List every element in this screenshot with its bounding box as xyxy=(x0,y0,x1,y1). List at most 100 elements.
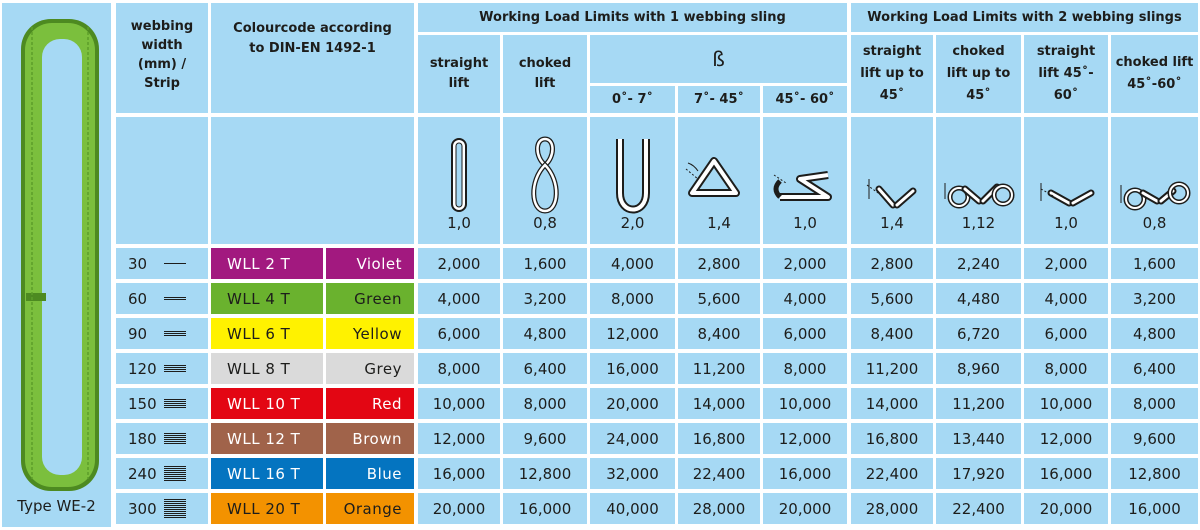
wll-value-cell: 8,000 xyxy=(763,353,847,384)
colour-name-cell: Yellow xyxy=(326,318,414,349)
wll-value-cell: 5,600 xyxy=(851,283,933,314)
wll-value-cell: 6,400 xyxy=(503,353,587,384)
wll-value-cell: 12,000 xyxy=(1024,423,1108,454)
webbing-width-cell: 60 xyxy=(116,283,208,314)
wll-value-cell: 16,000 xyxy=(503,493,587,524)
wll-colour-cell: WLL 4 T xyxy=(211,283,323,314)
wll-value-cell: 10,000 xyxy=(1024,388,1108,419)
wll-value-cell: 10,000 xyxy=(763,388,847,419)
wll-value-cell: 22,400 xyxy=(936,493,1021,524)
wll-value-cell: 1,600 xyxy=(503,248,587,279)
wll-value-cell: 9,600 xyxy=(1111,423,1198,454)
webbing-width-cell: 90 xyxy=(116,318,208,349)
factor-value: 1,0 xyxy=(447,214,471,232)
wll-value-cell: 3,200 xyxy=(1111,283,1198,314)
webbing-width-value: 120 xyxy=(128,359,157,378)
wll-value-cell: 10,000 xyxy=(418,388,500,419)
factor-cell-two-straight-45: 1,4 xyxy=(851,117,933,244)
header-angle-7-45: 7˚- 45˚ xyxy=(678,86,760,113)
wll-colour-cell: WLL 20 T xyxy=(211,493,323,524)
wll-value-cell: 16,000 xyxy=(763,458,847,489)
wll-value-cell: 4,800 xyxy=(503,318,587,349)
wll-value-cell: 16,800 xyxy=(678,423,760,454)
basket-7-45-icon xyxy=(685,157,740,197)
webbing-sling-illustration xyxy=(21,19,99,491)
webbing-width-cell: 300 xyxy=(116,493,208,524)
factor-cell-two-choked-45: 1,12 xyxy=(936,117,1021,244)
wll-value-cell: 28,000 xyxy=(678,493,760,524)
wll-value-cell: 6,720 xyxy=(936,318,1021,349)
wll-value-cell: 6,000 xyxy=(763,318,847,349)
webbing-width-value: 150 xyxy=(128,394,157,413)
wll-value-cell: 2,240 xyxy=(936,248,1021,279)
webbing-width-value: 180 xyxy=(128,429,157,448)
wll-colour-cell: WLL 10 T xyxy=(211,388,323,419)
factor-cell-two-straight-45-60: 1,0 xyxy=(1024,117,1108,244)
colour-name-cell: Red xyxy=(326,388,414,419)
wll-value-cell: 13,440 xyxy=(936,423,1021,454)
basket-45-60-icon xyxy=(773,171,832,201)
factor-value: 1,12 xyxy=(961,214,996,232)
wll-value-cell: 4,000 xyxy=(418,283,500,314)
basket-0-7-icon xyxy=(615,139,650,214)
strip-lines-icon xyxy=(164,353,186,384)
wll-value-cell: 8,000 xyxy=(1024,353,1108,384)
wll-value-cell: 8,960 xyxy=(936,353,1021,384)
header-two-choked-45: choked lift up to 45˚ xyxy=(936,35,1021,113)
header-angle-45-60: 45˚- 60˚ xyxy=(763,86,847,113)
wll-value-cell: 2,000 xyxy=(1024,248,1108,279)
choked-lift-icon xyxy=(531,136,559,214)
colour-name-cell: Grey xyxy=(326,353,414,384)
webbing-width-value: 30 xyxy=(128,254,148,273)
wll-value-cell: 22,400 xyxy=(851,458,933,489)
wll-value-cell: 11,200 xyxy=(936,388,1021,419)
wll-value-cell: 17,920 xyxy=(936,458,1021,489)
wll-value-cell: 3,200 xyxy=(503,283,587,314)
wll-value-cell: 20,000 xyxy=(763,493,847,524)
wll-value-cell: 5,600 xyxy=(678,283,760,314)
wll-colour-cell: WLL 12 T xyxy=(211,423,323,454)
colour-name-cell: Blue xyxy=(326,458,414,489)
factor-cell-straight-lift: 1,0 xyxy=(418,117,500,244)
wll-value-cell: 28,000 xyxy=(851,493,933,524)
wll-value-cell: 4,000 xyxy=(1024,283,1108,314)
strip-lines-icon xyxy=(164,248,186,279)
webbing-width-value: 60 xyxy=(128,289,148,308)
wll-value-cell: 32,000 xyxy=(590,458,675,489)
webbing-width-cell: 180 xyxy=(116,423,208,454)
wll-value-cell: 4,000 xyxy=(590,248,675,279)
wll-value-cell: 16,000 xyxy=(1024,458,1108,489)
wll-value-cell: 2,800 xyxy=(678,248,760,279)
factor-cell-basket-45-60: 1,0 xyxy=(763,117,847,244)
wll-value-cell: 11,200 xyxy=(851,353,933,384)
webbing-width-cell: 30 xyxy=(116,248,208,279)
webbing-width-cell: 150 xyxy=(116,388,208,419)
colour-name-cell: Orange xyxy=(326,493,414,524)
wll-value-cell: 2,800 xyxy=(851,248,933,279)
blank-colour-cell xyxy=(211,117,414,244)
wll-value-cell: 12,800 xyxy=(1111,458,1198,489)
header-two-choked-45-60: choked lift 45˚-60˚ xyxy=(1111,35,1198,113)
wll-value-cell: 14,000 xyxy=(678,388,760,419)
header-group-two-slings: Working Load Limits with 2 webbing sling… xyxy=(851,3,1198,32)
wll-value-cell: 16,000 xyxy=(1111,493,1198,524)
strip-lines-icon xyxy=(164,458,186,489)
factor-value: 1,0 xyxy=(1054,214,1078,232)
strip-lines-icon xyxy=(164,493,186,524)
wll-value-cell: 22,400 xyxy=(678,458,760,489)
wll-value-cell: 2,000 xyxy=(763,248,847,279)
webbing-width-value: 90 xyxy=(128,324,148,343)
webbing-width-value: 300 xyxy=(128,499,157,518)
wll-value-cell: 14,000 xyxy=(851,388,933,419)
wll-value-cell: 12,800 xyxy=(503,458,587,489)
sling-type-label: Type WE-2 xyxy=(17,497,96,515)
sling-image-panel: Type WE-2 xyxy=(2,3,111,527)
wll-value-cell: 20,000 xyxy=(418,493,500,524)
webbing-width-value: 240 xyxy=(128,464,157,483)
two-choked-45-icon xyxy=(944,183,1014,209)
header-colourcode: Colourcode according to DIN-EN 1492-1 xyxy=(211,3,414,113)
header-straight-lift: straight lift xyxy=(418,35,500,113)
wll-colour-cell: WLL 16 T xyxy=(211,458,323,489)
factor-cell-two-choked-45-60: 0,8 xyxy=(1111,117,1198,244)
wll-value-cell: 8,000 xyxy=(1111,388,1198,419)
